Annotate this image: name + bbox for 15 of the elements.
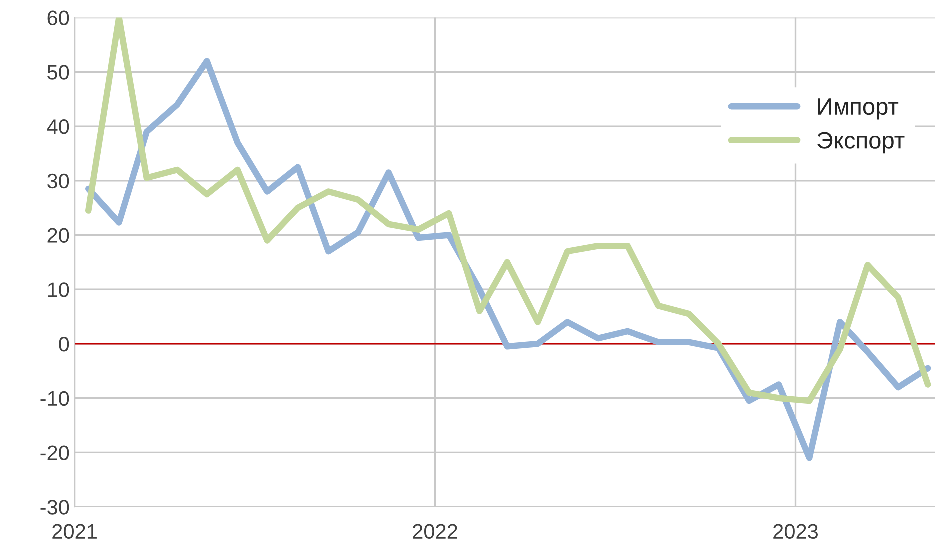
x-tick-label: 2021 <box>52 524 97 540</box>
legend-label: Экспорт <box>818 132 905 154</box>
y-tick-label: 0 <box>59 336 70 352</box>
y-tick-label: 30 <box>48 174 70 189</box>
y-tick-label: -20 <box>40 446 70 460</box>
y-tick-label: 60 <box>48 10 70 26</box>
y-tick-label: 20 <box>48 228 70 244</box>
y-tick-label: -10 <box>40 391 70 406</box>
y-tick-label: 40 <box>47 120 70 134</box>
x-tick-label: 2022 <box>413 524 458 540</box>
y-tick-label: 10 <box>48 282 70 298</box>
y-tick-label: 50 <box>48 65 70 80</box>
x-tick-label: 2023 <box>774 524 818 540</box>
legend-label: Импорт <box>818 98 899 120</box>
y-tick-label: -30 <box>40 500 70 515</box>
